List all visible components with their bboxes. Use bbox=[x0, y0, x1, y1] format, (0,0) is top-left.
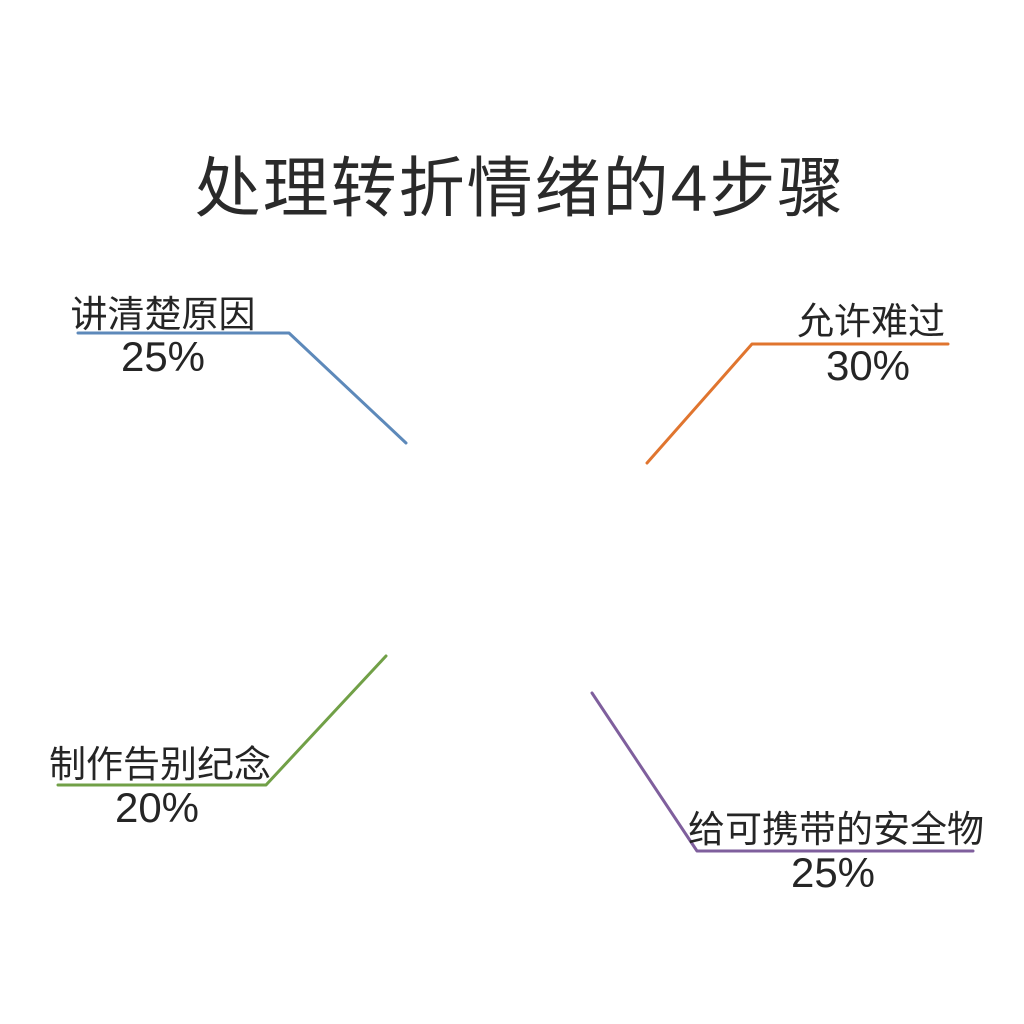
pie-slice-green bbox=[253, 553, 509, 797]
label-purple-pct: 25% bbox=[790, 849, 876, 896]
leader-line-blue bbox=[76, 331, 408, 445]
label-green-name: 制作告别纪念 bbox=[49, 744, 271, 785]
label-blue-name: 讲清楚原因 bbox=[70, 294, 256, 335]
label-purple-name: 给可携带的安全物 bbox=[688, 809, 984, 850]
label-green-pct: 20% bbox=[114, 784, 200, 831]
label-orange-pct: 30% bbox=[825, 342, 911, 389]
label-orange-name: 允许难过 bbox=[797, 301, 945, 342]
pie-slices bbox=[253, 294, 771, 812]
leader-line-orange bbox=[645, 342, 950, 465]
leader-line-green bbox=[56, 654, 388, 787]
leader-lines bbox=[56, 331, 975, 853]
page-title: 处理转折情绪的4步骤 bbox=[194, 151, 846, 225]
pie-slice-purple bbox=[435, 555, 757, 812]
pie-slice-orange bbox=[515, 294, 771, 629]
label-blue-pct: 25% bbox=[120, 333, 206, 380]
leader-line-purple bbox=[590, 691, 975, 853]
